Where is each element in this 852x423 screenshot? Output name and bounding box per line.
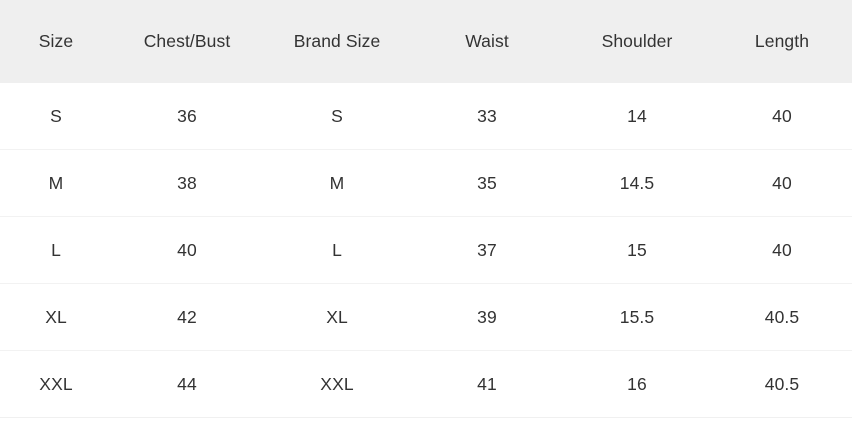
cell-size: S bbox=[0, 83, 112, 150]
cell-brand-size: XXL bbox=[262, 350, 412, 418]
table-row: L 40 L 37 15 40 bbox=[0, 216, 852, 284]
cell-waist: 39 bbox=[412, 283, 562, 351]
cell-chest-bust: 44 bbox=[112, 350, 262, 418]
cell-size: XL bbox=[0, 283, 112, 351]
column-header-length: Length bbox=[712, 0, 852, 83]
column-header-chest-bust: Chest/Bust bbox=[112, 0, 262, 83]
cell-shoulder: 15 bbox=[562, 216, 712, 284]
column-header-shoulder: Shoulder bbox=[562, 0, 712, 83]
cell-waist: 35 bbox=[412, 149, 562, 217]
cell-chest-bust: 36 bbox=[112, 83, 262, 150]
cell-shoulder: 16 bbox=[562, 350, 712, 418]
cell-length: 40 bbox=[712, 149, 852, 217]
cell-length: 40 bbox=[712, 216, 852, 284]
cell-chest-bust: 38 bbox=[112, 149, 262, 217]
cell-waist: 41 bbox=[412, 350, 562, 418]
cell-shoulder: 14.5 bbox=[562, 149, 712, 217]
cell-size: XXL bbox=[0, 350, 112, 418]
cell-length: 40.5 bbox=[712, 350, 852, 418]
table-row: S 36 S 33 14 40 bbox=[0, 83, 852, 150]
table-row: XL 42 XL 39 15.5 40.5 bbox=[0, 283, 852, 351]
cell-brand-size: M bbox=[262, 149, 412, 217]
cell-shoulder: 14 bbox=[562, 83, 712, 150]
cell-chest-bust: 40 bbox=[112, 216, 262, 284]
table-row: XXL 44 XXL 41 16 40.5 bbox=[0, 350, 852, 418]
cell-chest-bust: 42 bbox=[112, 283, 262, 351]
cell-shoulder: 15.5 bbox=[562, 283, 712, 351]
cell-waist: 33 bbox=[412, 83, 562, 150]
column-header-brand-size: Brand Size bbox=[262, 0, 412, 83]
column-header-waist: Waist bbox=[412, 0, 562, 83]
cell-size: M bbox=[0, 149, 112, 217]
header-row: Size Chest/Bust Brand Size Waist Shoulde… bbox=[0, 0, 852, 83]
cell-brand-size: S bbox=[262, 83, 412, 150]
cell-length: 40 bbox=[712, 83, 852, 150]
column-header-size: Size bbox=[0, 0, 112, 83]
cell-waist: 37 bbox=[412, 216, 562, 284]
cell-brand-size: L bbox=[262, 216, 412, 284]
cell-length: 40.5 bbox=[712, 283, 852, 351]
table-row: M 38 M 35 14.5 40 bbox=[0, 149, 852, 217]
cell-brand-size: XL bbox=[262, 283, 412, 351]
table-header: Size Chest/Bust Brand Size Waist Shoulde… bbox=[0, 0, 852, 83]
cell-size: L bbox=[0, 216, 112, 284]
table-body: S 36 S 33 14 40 M 38 M 35 14.5 40 L 40 L… bbox=[0, 83, 852, 418]
